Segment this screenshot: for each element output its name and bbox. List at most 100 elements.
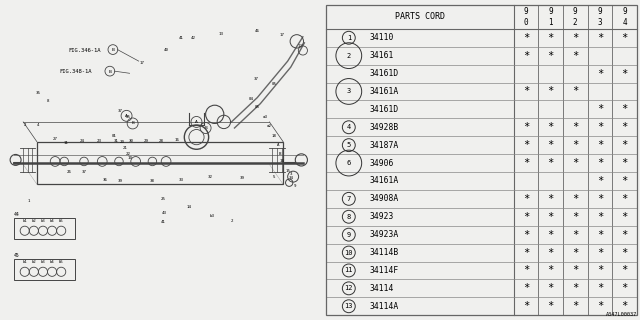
Text: 9: 9 bbox=[548, 7, 553, 16]
Text: 05: 05 bbox=[271, 82, 276, 86]
Text: *: * bbox=[523, 194, 529, 204]
Text: 45: 45 bbox=[14, 253, 20, 258]
Text: 16: 16 bbox=[279, 159, 284, 164]
Text: *: * bbox=[572, 33, 579, 43]
Text: 42: 42 bbox=[191, 36, 196, 40]
Text: 3: 3 bbox=[289, 172, 292, 176]
Text: b3: b3 bbox=[40, 260, 45, 264]
Text: 04: 04 bbox=[249, 97, 253, 101]
Text: 34114F: 34114F bbox=[370, 266, 399, 275]
Text: *: * bbox=[596, 122, 603, 132]
Text: B: B bbox=[204, 126, 207, 130]
Text: 34923A: 34923A bbox=[370, 230, 399, 239]
Text: b4: b4 bbox=[50, 219, 54, 223]
Text: *: * bbox=[572, 51, 579, 61]
Text: *: * bbox=[596, 248, 603, 258]
Text: *: * bbox=[547, 122, 554, 132]
Text: 5: 5 bbox=[347, 142, 351, 148]
Text: *: * bbox=[596, 230, 603, 240]
Text: 10: 10 bbox=[344, 250, 353, 256]
Text: *: * bbox=[572, 158, 579, 168]
Text: *: * bbox=[596, 283, 603, 293]
Text: FIG.348-1A: FIG.348-1A bbox=[60, 69, 92, 74]
Text: 8: 8 bbox=[347, 214, 351, 220]
Text: 9: 9 bbox=[524, 7, 528, 16]
Text: 34908A: 34908A bbox=[370, 194, 399, 203]
Text: *: * bbox=[523, 86, 529, 96]
Text: 9: 9 bbox=[622, 7, 627, 16]
Text: 2: 2 bbox=[230, 219, 233, 223]
Text: 9: 9 bbox=[347, 232, 351, 238]
Text: *: * bbox=[547, 212, 554, 222]
Text: *: * bbox=[523, 266, 529, 276]
Text: *: * bbox=[547, 158, 554, 168]
Text: 2: 2 bbox=[347, 53, 351, 59]
Text: *: * bbox=[523, 33, 529, 43]
Text: *: * bbox=[596, 68, 603, 78]
Text: 05: 05 bbox=[255, 105, 260, 109]
Text: 34928B: 34928B bbox=[370, 123, 399, 132]
Text: 34110: 34110 bbox=[370, 33, 394, 42]
Text: *: * bbox=[596, 104, 603, 114]
Text: 7: 7 bbox=[347, 196, 351, 202]
Text: 05: 05 bbox=[125, 116, 131, 119]
Text: b5: b5 bbox=[59, 260, 63, 264]
Text: 12: 12 bbox=[344, 285, 353, 291]
Text: b5: b5 bbox=[59, 219, 63, 223]
Text: b1: b1 bbox=[22, 219, 27, 223]
Text: 9: 9 bbox=[294, 184, 296, 188]
Text: 31: 31 bbox=[113, 139, 118, 143]
Text: 10: 10 bbox=[127, 156, 132, 160]
Text: *: * bbox=[596, 176, 603, 186]
Text: *: * bbox=[621, 140, 628, 150]
Text: 37: 37 bbox=[81, 170, 86, 174]
Text: *: * bbox=[523, 283, 529, 293]
Text: 34: 34 bbox=[288, 176, 293, 180]
Text: 24: 24 bbox=[80, 139, 85, 143]
Text: *: * bbox=[596, 194, 603, 204]
Text: *: * bbox=[572, 122, 579, 132]
Text: 43: 43 bbox=[162, 211, 167, 215]
Text: 26: 26 bbox=[67, 170, 71, 174]
Text: *: * bbox=[621, 301, 628, 311]
Text: 5: 5 bbox=[273, 175, 275, 179]
Text: 34114A: 34114A bbox=[370, 302, 399, 311]
Text: 16: 16 bbox=[174, 138, 179, 142]
Text: 2: 2 bbox=[573, 18, 577, 27]
Text: *: * bbox=[621, 248, 628, 258]
Text: A: A bbox=[195, 120, 198, 124]
Text: *: * bbox=[596, 33, 603, 43]
Text: 12: 12 bbox=[298, 44, 302, 48]
Text: *: * bbox=[523, 248, 529, 258]
Text: 41: 41 bbox=[179, 36, 184, 40]
Text: 34161: 34161 bbox=[370, 51, 394, 60]
Text: FIG.346-1A: FIG.346-1A bbox=[69, 48, 101, 53]
Text: B: B bbox=[279, 152, 282, 156]
Text: 34187A: 34187A bbox=[370, 141, 399, 150]
Text: *: * bbox=[596, 158, 603, 168]
Text: 30: 30 bbox=[129, 139, 134, 143]
Text: 29: 29 bbox=[144, 139, 149, 143]
Text: *: * bbox=[596, 301, 603, 311]
Text: *: * bbox=[572, 86, 579, 96]
Text: 22: 22 bbox=[125, 152, 131, 156]
Text: *: * bbox=[523, 122, 529, 132]
Text: 34161A: 34161A bbox=[370, 176, 399, 186]
Text: 37: 37 bbox=[118, 109, 123, 113]
Text: 15: 15 bbox=[285, 169, 290, 172]
Text: 35: 35 bbox=[36, 91, 41, 95]
Text: *: * bbox=[523, 301, 529, 311]
Text: 34114: 34114 bbox=[370, 284, 394, 293]
Text: *: * bbox=[547, 266, 554, 276]
Text: B: B bbox=[131, 121, 134, 125]
Text: *: * bbox=[523, 140, 529, 150]
Text: *: * bbox=[547, 86, 554, 96]
Text: B: B bbox=[108, 70, 111, 74]
Text: 38: 38 bbox=[150, 179, 155, 183]
Text: *: * bbox=[572, 230, 579, 240]
Text: 39: 39 bbox=[118, 179, 123, 183]
Text: 20: 20 bbox=[120, 140, 125, 144]
Text: 9: 9 bbox=[573, 7, 577, 16]
Text: 1: 1 bbox=[548, 18, 553, 27]
Text: *: * bbox=[547, 230, 554, 240]
